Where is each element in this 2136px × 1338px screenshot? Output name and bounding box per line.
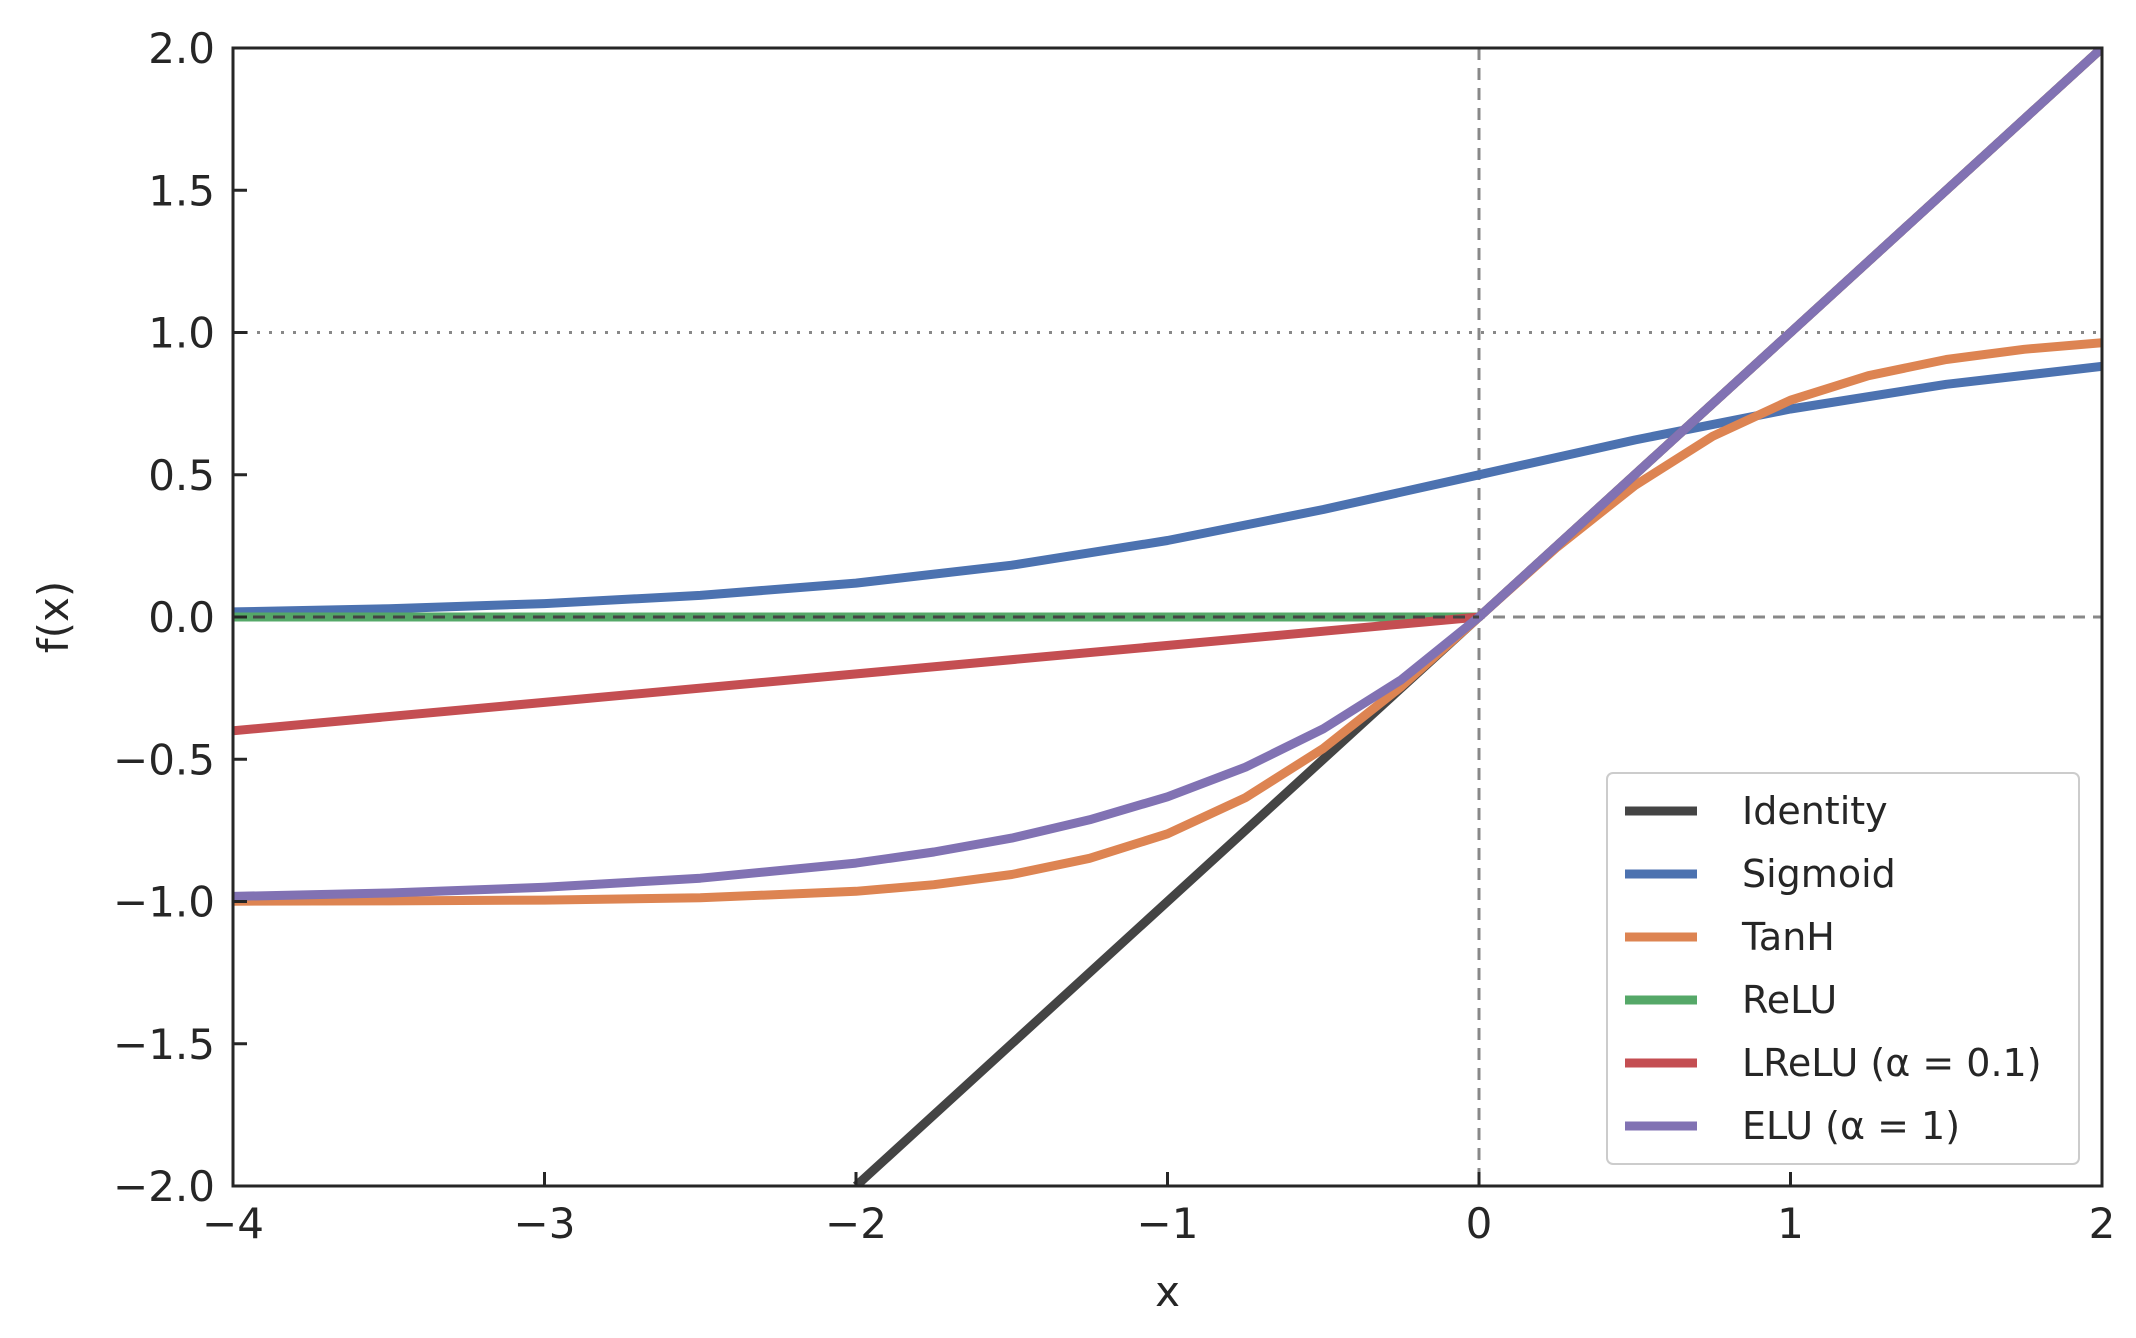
y-tick-label-4: 0.0 — [148, 593, 215, 642]
y-tick-label-3: −0.5 — [113, 735, 215, 784]
series-line-5 — [233, 48, 2102, 901]
y-tick-label-2: −1.0 — [113, 878, 215, 927]
y-tick-label-1: −1.5 — [113, 1020, 215, 1069]
x-axis-label: x — [1155, 1267, 1180, 1316]
y-tick-label-8: 2.0 — [148, 24, 215, 73]
x-tick-label-5: 1 — [1777, 1199, 1804, 1248]
legend-label-5: ELU (α = 1) — [1742, 1104, 1960, 1148]
y-tick-label-6: 1.0 — [148, 309, 215, 358]
legend-label-3: ReLU — [1742, 978, 1837, 1022]
legend: Identity Sigmoid TanH ReLU LReLU (α = 0.1) EL… — [1606, 772, 2080, 1165]
x-tick-label-2: −2 — [825, 1199, 887, 1248]
x-tick-label-3: −1 — [1137, 1199, 1199, 1248]
series-line-3 — [233, 48, 2102, 622]
series-line-2 — [233, 338, 2102, 906]
x-tick-label-1: −3 — [514, 1199, 576, 1248]
series-line-1 — [233, 361, 2102, 617]
y-tick-label-5: 0.5 — [148, 451, 215, 500]
y-tick-label-0: −2.0 — [113, 1162, 215, 1211]
legend-label-0: Identity — [1742, 789, 1888, 833]
x-tick-label-4: 0 — [1466, 1199, 1493, 1248]
x-axis-ticks: −4 −3 −2 −1 0 1 2 — [202, 1172, 2115, 1248]
y-tick-label-7: 1.5 — [148, 166, 215, 215]
legend-label-2: TanH — [1741, 915, 1835, 959]
series-lines — [233, 48, 2102, 1186]
y-axis-label: f(x) — [29, 581, 78, 653]
x-tick-label-0: −4 — [202, 1199, 264, 1248]
y-axis-ticks: −2.0 −1.5 −1.0 −0.5 0.0 0.5 1.0 1.5 2.0 — [113, 24, 247, 1211]
legend-label-1: Sigmoid — [1742, 852, 1896, 896]
x-tick-label-6: 2 — [2089, 1199, 2116, 1248]
legend-label-4: LReLU (α = 0.1) — [1742, 1041, 2042, 1085]
legend-box — [1606, 772, 2080, 1165]
